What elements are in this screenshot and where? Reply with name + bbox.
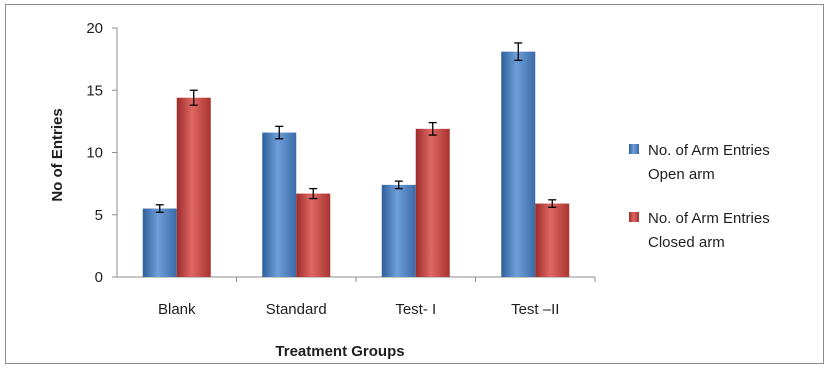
- x-tick-label: Standard: [266, 301, 327, 318]
- bar: [381, 184, 416, 277]
- error-bars: [155, 42, 557, 213]
- y-tick-label: 0: [95, 269, 103, 286]
- y-tick-label: 20: [86, 20, 103, 37]
- y-axis-title: No of Entries: [49, 108, 66, 201]
- x-tick-label: Test- I: [395, 301, 436, 318]
- legend: No. of Arm Entries Open arm No. of Arm Ent…: [629, 142, 770, 251]
- legend-swatch: [629, 144, 639, 154]
- bar: [501, 51, 536, 277]
- y-tick-label: 15: [86, 82, 103, 99]
- legend-label: Closed arm: [648, 234, 725, 251]
- legend-swatch: [629, 212, 639, 222]
- x-tick-label: Test –II: [511, 301, 559, 318]
- bar: [262, 132, 297, 277]
- y-tick-label: 10: [86, 145, 103, 162]
- x-tick-labels: Blank Standard Test- I Test –II: [158, 301, 559, 318]
- legend-label: No. of Arm Entries: [648, 210, 770, 227]
- y-tick-label: 5: [95, 207, 103, 224]
- bars: [142, 51, 570, 277]
- bar: [535, 203, 570, 277]
- legend-label: No. of Arm Entries: [648, 142, 770, 159]
- bar: [296, 193, 331, 277]
- bar: [415, 128, 450, 277]
- bar: [176, 97, 211, 277]
- x-axis-title: Treatment Groups: [275, 343, 404, 360]
- legend-label: Open arm: [648, 166, 715, 183]
- y-tick-labels: 0 5 10 15 20: [86, 20, 103, 286]
- bar: [142, 208, 177, 277]
- chart-frame: [5, 4, 824, 364]
- x-tick-label: Blank: [158, 301, 196, 318]
